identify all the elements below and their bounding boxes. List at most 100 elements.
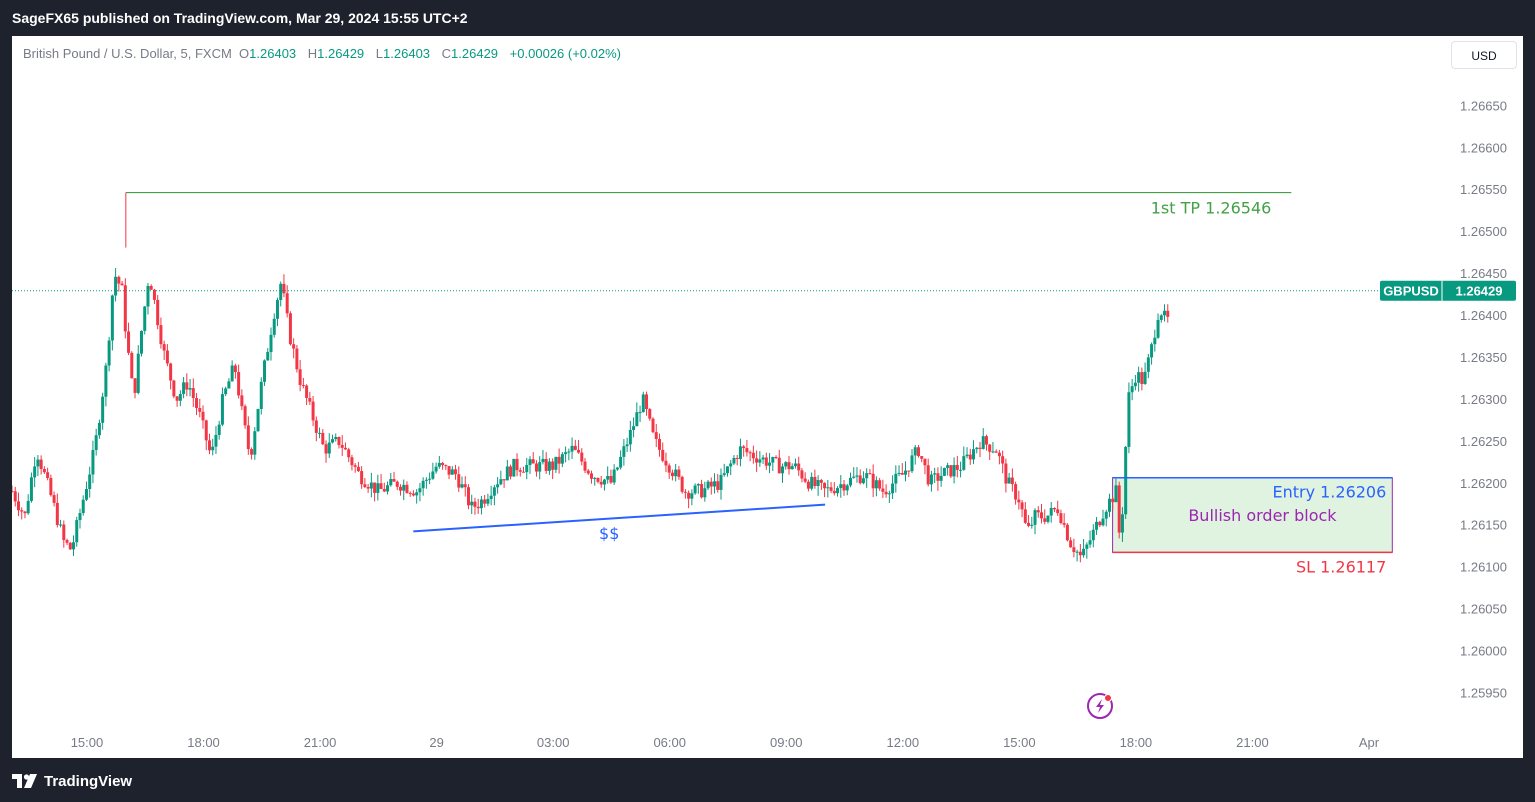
candle-body xyxy=(398,486,402,491)
candle-body xyxy=(625,444,629,447)
candle-body xyxy=(78,513,82,521)
candle-body xyxy=(654,432,658,439)
candle-body xyxy=(1030,524,1034,526)
candle-body xyxy=(233,365,237,373)
candle-body xyxy=(298,369,302,386)
candle-body xyxy=(813,476,817,487)
candle-body xyxy=(123,285,127,332)
candle-body xyxy=(722,473,726,475)
candle-body xyxy=(933,473,937,475)
candle-body xyxy=(745,448,749,453)
candle-body xyxy=(382,488,386,492)
candle-body xyxy=(781,466,785,474)
candle-body xyxy=(42,469,46,473)
price-chart[interactable]: 1.26650 1.26600 1.26550 1.26500 1.26450 1.264… xyxy=(12,36,1523,758)
candle-body xyxy=(619,456,623,468)
y-tick-label: 1.26050 xyxy=(1460,602,1507,617)
candle-body xyxy=(466,487,470,506)
candle-body xyxy=(182,382,186,395)
candle-body xyxy=(502,479,506,481)
candle-body xyxy=(628,429,632,445)
candle-body xyxy=(311,401,315,421)
candle-body xyxy=(554,456,558,470)
candle-body xyxy=(217,424,221,435)
candle-body xyxy=(632,426,636,430)
y-tick-label: 1.26600 xyxy=(1460,140,1507,155)
candle-body xyxy=(470,501,474,506)
candle-body xyxy=(1056,509,1060,514)
candle-body xyxy=(968,454,972,460)
candle-body xyxy=(314,420,318,433)
candle-body xyxy=(1114,485,1118,503)
candle-body xyxy=(496,484,500,488)
candle-body xyxy=(687,492,691,499)
y-axis: 1.26650 1.26600 1.26550 1.26500 1.26450 1.264… xyxy=(1460,98,1507,700)
candle-body xyxy=(855,475,859,477)
candle-body xyxy=(29,477,33,501)
high-label: H xyxy=(307,46,318,61)
candle-body xyxy=(858,475,862,484)
candle-body xyxy=(1146,357,1150,372)
x-tick-label: 29 xyxy=(429,735,443,750)
candle-body xyxy=(677,469,681,477)
candle-body xyxy=(512,458,516,477)
candle-body xyxy=(441,462,445,466)
candle-body xyxy=(897,472,901,474)
x-tick-label: Apr xyxy=(1359,735,1380,750)
candle-body xyxy=(211,446,215,451)
candle-body xyxy=(360,471,364,485)
candle-body xyxy=(962,456,966,470)
candle-body xyxy=(444,465,448,467)
candle-body xyxy=(479,499,483,509)
entry-label: Entry 1.26206 xyxy=(1272,483,1386,502)
candle-body xyxy=(965,454,969,457)
candle-body xyxy=(690,493,694,499)
candle-body xyxy=(207,440,211,451)
candle-body xyxy=(748,452,752,454)
candle-body xyxy=(292,344,296,349)
candle-body xyxy=(1007,477,1011,484)
candle-body xyxy=(110,295,114,341)
candle-body xyxy=(1101,518,1105,526)
candle-body xyxy=(645,394,649,410)
candle-body xyxy=(596,477,600,482)
candle-body xyxy=(806,481,810,489)
candle-body xyxy=(515,458,519,471)
candle-body xyxy=(143,306,147,331)
candle-body xyxy=(91,449,95,475)
candle-body xyxy=(489,495,493,500)
candle-body xyxy=(871,473,875,489)
candle-body xyxy=(1111,498,1115,503)
candle-body xyxy=(428,478,432,480)
candle-body xyxy=(149,285,153,290)
candle-body xyxy=(729,463,733,467)
candle-body xyxy=(777,457,781,474)
candle-body xyxy=(114,276,118,296)
candle-body xyxy=(887,493,891,495)
candle-body xyxy=(742,446,746,449)
candle-body xyxy=(107,340,111,366)
candle-body xyxy=(169,363,173,381)
candle-body xyxy=(52,495,56,503)
candle-body xyxy=(101,396,105,423)
candle-body xyxy=(528,459,532,466)
candle-body xyxy=(771,457,775,463)
candle-body xyxy=(97,422,101,436)
candle-body xyxy=(670,472,674,477)
currency-button[interactable]: USD xyxy=(1451,41,1517,69)
candle-body xyxy=(1027,522,1031,526)
candle-body xyxy=(68,542,72,550)
candle-body xyxy=(1072,547,1076,552)
candle-body xyxy=(1046,515,1050,522)
candle-body xyxy=(379,483,383,489)
x-tick-label: 21:00 xyxy=(1236,735,1269,750)
candle-body xyxy=(904,470,908,475)
candle-body xyxy=(36,459,40,467)
candle-body xyxy=(376,483,380,493)
x-axis: 15:00 18:00 21:00 29 03:00 06:00 09:00 12:00 15:… xyxy=(71,735,1380,750)
candle-body xyxy=(324,444,328,454)
chart-area[interactable]: 1.26650 1.26600 1.26550 1.26500 1.26450 1.264… xyxy=(12,36,1523,758)
candle-body xyxy=(305,385,309,398)
candle-body xyxy=(725,466,729,474)
candle-body xyxy=(198,408,202,412)
